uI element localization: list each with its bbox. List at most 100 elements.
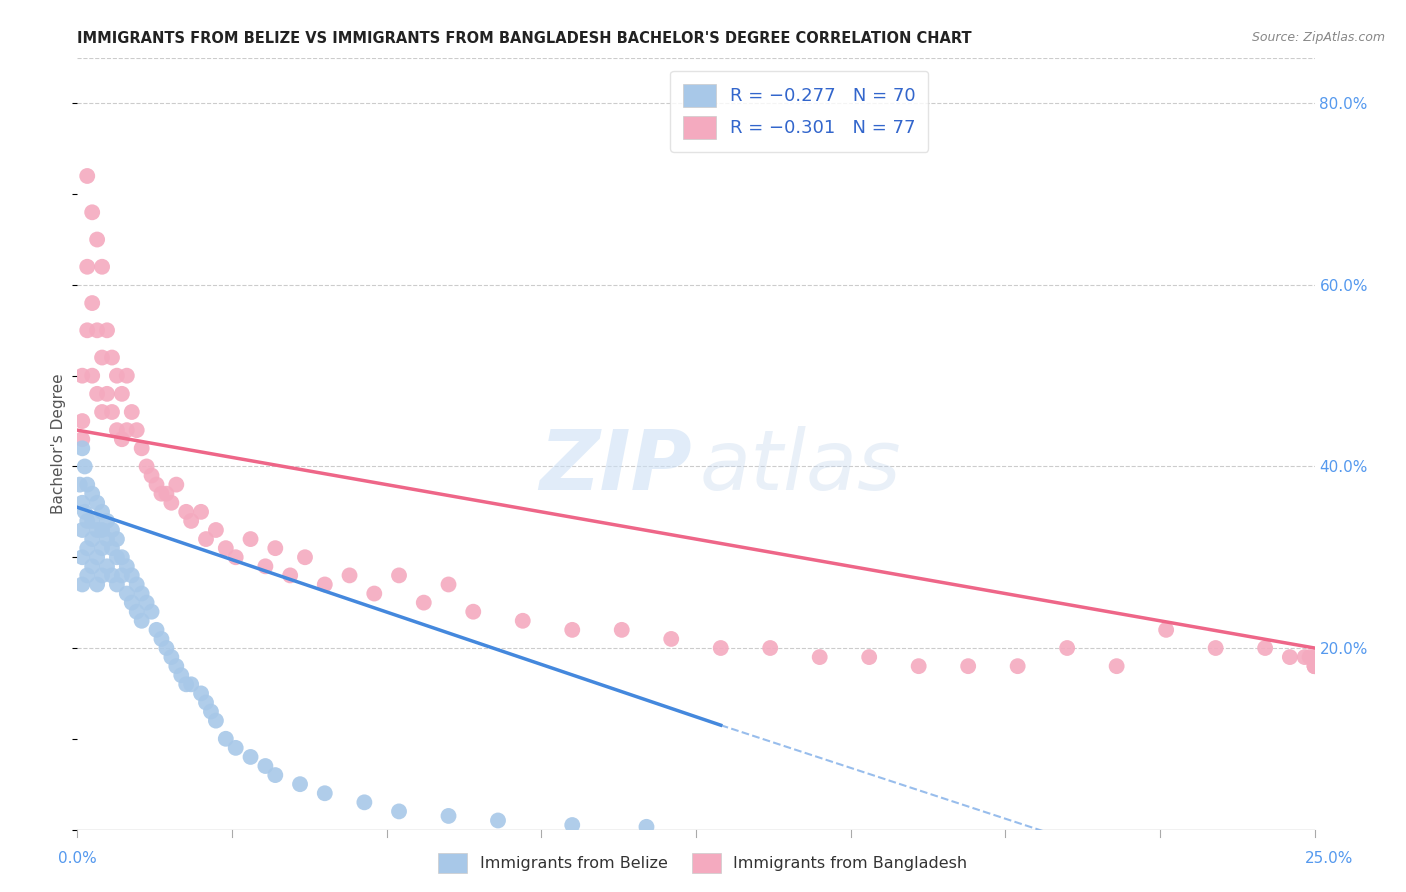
Point (72, 550, 94, 565)
Point (121, 568, 143, 582)
Point (165, 659, 187, 673)
Point (759, 640, 782, 655)
Text: ZIP: ZIP (540, 426, 692, 508)
Point (131, 442, 153, 456)
Point (105, 550, 128, 565)
Point (91, 568, 114, 582)
Point (76, 323, 98, 337)
Point (105, 532, 128, 546)
Point (86, 233, 108, 247)
Point (82, 368, 104, 383)
Point (115, 586, 138, 600)
Point (174, 505, 197, 519)
Point (710, 640, 733, 655)
Point (288, 777, 311, 791)
Point (512, 614, 534, 628)
Point (195, 696, 218, 710)
Point (363, 586, 385, 600)
Point (225, 740, 247, 755)
Point (155, 486, 177, 500)
Point (125, 577, 148, 591)
Point (314, 577, 336, 591)
Point (215, 731, 238, 746)
Point (111, 387, 134, 401)
Point (86, 577, 108, 591)
Point (121, 405, 143, 419)
Point (353, 795, 375, 809)
Point (86, 496, 108, 510)
Point (412, 596, 434, 610)
Point (150, 486, 173, 500)
Point (1205, 640, 1227, 655)
Point (111, 568, 134, 582)
Text: IMMIGRANTS FROM BELIZE VS IMMIGRANTS FROM BANGLADESH BACHELOR'S DEGREE CORRELATI: IMMIGRANTS FROM BELIZE VS IMMIGRANTS FRO… (77, 31, 972, 46)
Point (96, 532, 118, 546)
Point (239, 532, 262, 546)
Point (135, 596, 157, 610)
Point (190, 686, 212, 700)
Point (1056, 640, 1078, 655)
Point (1007, 659, 1029, 673)
Point (72, 496, 94, 510)
Point (91, 351, 114, 365)
Point (610, 623, 633, 637)
Point (180, 677, 202, 691)
Point (254, 559, 277, 574)
Point (73, 505, 96, 519)
Point (131, 614, 153, 628)
Point (339, 568, 361, 582)
Point (96, 559, 118, 574)
Point (91, 260, 114, 274)
Point (82, 296, 104, 310)
Point (190, 505, 212, 519)
Point (101, 541, 124, 556)
Point (314, 786, 336, 800)
Point (264, 541, 287, 556)
Point (76, 568, 98, 582)
Point (486, 814, 509, 828)
Point (907, 659, 929, 673)
Point (72, 432, 94, 446)
Point (141, 605, 163, 619)
Point (72, 523, 94, 537)
Point (91, 523, 114, 537)
Point (388, 805, 411, 819)
Point (1254, 640, 1277, 655)
Point (160, 650, 183, 665)
Point (170, 668, 193, 682)
Point (1303, 659, 1326, 673)
Point (111, 550, 134, 565)
Text: 0.0%: 0.0% (58, 851, 97, 865)
Point (72, 577, 94, 591)
Point (1303, 659, 1326, 673)
Point (160, 496, 183, 510)
Point (91, 541, 114, 556)
Point (561, 623, 583, 637)
Point (73, 459, 96, 474)
Point (82, 514, 104, 528)
Point (76, 541, 98, 556)
Point (1303, 659, 1326, 673)
Point (72, 414, 94, 428)
Point (388, 568, 411, 582)
Point (96, 514, 118, 528)
Point (72, 368, 94, 383)
Point (86, 523, 108, 537)
Point (82, 559, 104, 574)
Point (1105, 659, 1128, 673)
Point (86, 387, 108, 401)
Point (96, 323, 118, 337)
Point (437, 809, 460, 823)
Point (121, 596, 143, 610)
Point (957, 659, 980, 673)
Point (115, 368, 138, 383)
Point (82, 532, 104, 546)
Point (101, 568, 124, 582)
Point (115, 559, 138, 574)
Point (91, 505, 114, 519)
Point (195, 532, 218, 546)
Point (101, 351, 124, 365)
Point (808, 650, 831, 665)
Point (111, 432, 134, 446)
Legend: Immigrants from Belize, Immigrants from Bangladesh: Immigrants from Belize, Immigrants from … (432, 847, 974, 880)
